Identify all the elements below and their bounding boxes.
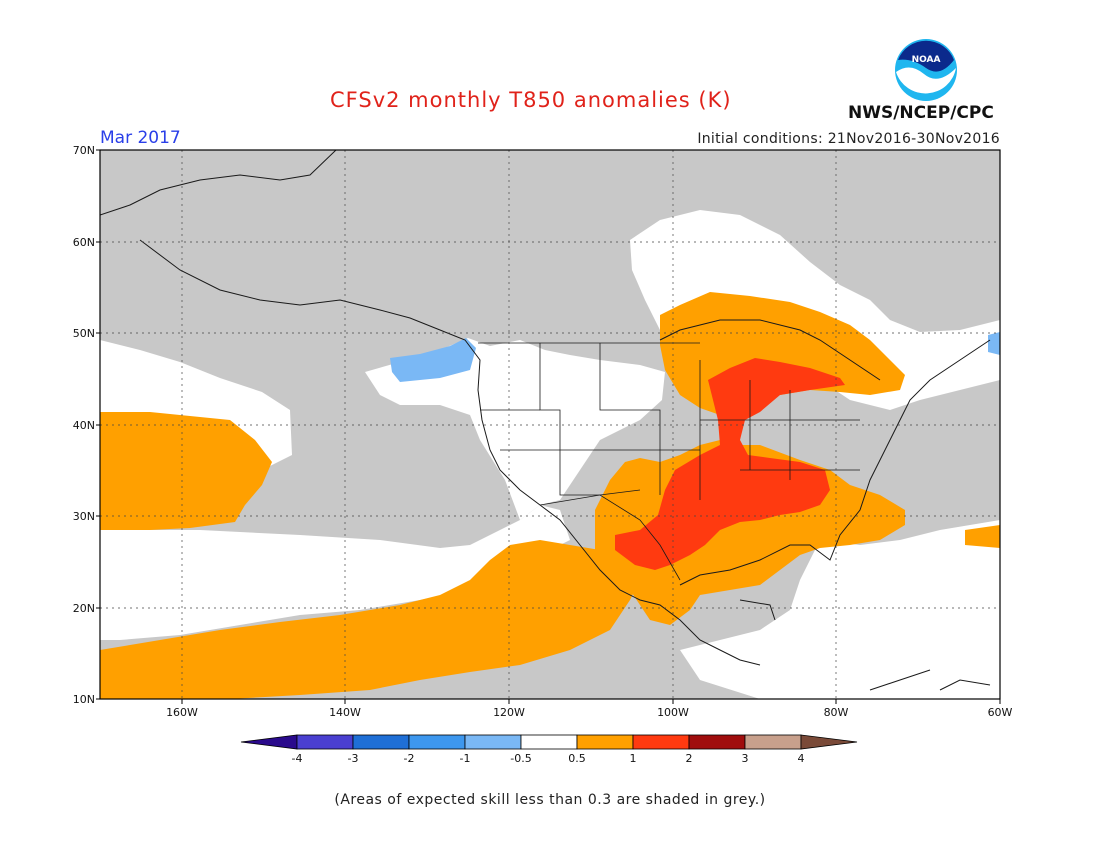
- colorbar-label: -0.5: [510, 752, 531, 765]
- lat-label: 50N: [73, 327, 95, 340]
- lat-label: 10N: [73, 693, 95, 706]
- lat-label: 40N: [73, 419, 95, 432]
- colorbar-segment: [352, 734, 410, 750]
- colorbar-label: -2: [404, 752, 415, 765]
- colorbar-label: 0.5: [568, 752, 586, 765]
- lat-label: 30N: [73, 510, 95, 523]
- lon-label: 80W: [824, 706, 849, 719]
- initial-conditions: Initial conditions: 21Nov2016-30Nov2016: [697, 131, 1000, 147]
- colorbar-label: -3: [348, 752, 359, 765]
- colorbar-segment: [520, 734, 578, 750]
- longitude-labels: 160W 140W 120W 100W 80W 60W: [166, 699, 1013, 719]
- colorbar-arrow-low: [240, 734, 298, 750]
- lat-label: 20N: [73, 602, 95, 615]
- coastlines: [100, 150, 991, 691]
- colorbar-label: -4: [292, 752, 303, 765]
- lon-label: 120W: [493, 706, 525, 719]
- lon-label: 60W: [988, 706, 1013, 719]
- noaa-logo-text: NOAA: [912, 55, 941, 65]
- colorbar-label: 1: [630, 752, 637, 765]
- colorbar-segment: [296, 734, 354, 750]
- colorbar-segment: [464, 734, 522, 750]
- lon-label: 140W: [329, 706, 361, 719]
- graticule: [100, 150, 1000, 699]
- map-field: [100, 150, 1000, 699]
- colorbar-segment: [688, 734, 746, 750]
- skill-footnote: (Areas of expected skill less than 0.3 a…: [334, 792, 766, 808]
- colorbar-label: 2: [686, 752, 693, 765]
- agency-label: NWS/NCEP/CPC: [848, 103, 994, 123]
- colorbar-arrow-high: [800, 734, 858, 750]
- noaa-logo: NOAA: [895, 39, 957, 101]
- colorbar-label: 4: [798, 752, 805, 765]
- lon-label: 100W: [657, 706, 689, 719]
- colorbar-segment: [744, 734, 802, 750]
- colorbar: -4 -3 -2 -1 -0.5 0.5 1 2 3 4: [240, 734, 858, 765]
- map-title: CFSv2 monthly T850 anomalies (K): [330, 88, 732, 112]
- anomaly-negative-regions: [390, 332, 1000, 382]
- anomaly-1-to-2-regions: [615, 358, 845, 570]
- colorbar-segment: [408, 734, 466, 750]
- latitude-labels: 70N 60N 50N 40N 30N 20N 10N: [73, 144, 100, 706]
- colorbar-segment: [632, 734, 690, 750]
- colorbar-label: 3: [742, 752, 749, 765]
- colorbar-label: -1: [460, 752, 471, 765]
- lat-label: 60N: [73, 236, 95, 249]
- forecast-month: Mar 2017: [100, 128, 181, 148]
- lon-label: 160W: [166, 706, 198, 719]
- lat-label: 70N: [73, 144, 95, 157]
- colorbar-segment: [576, 734, 634, 750]
